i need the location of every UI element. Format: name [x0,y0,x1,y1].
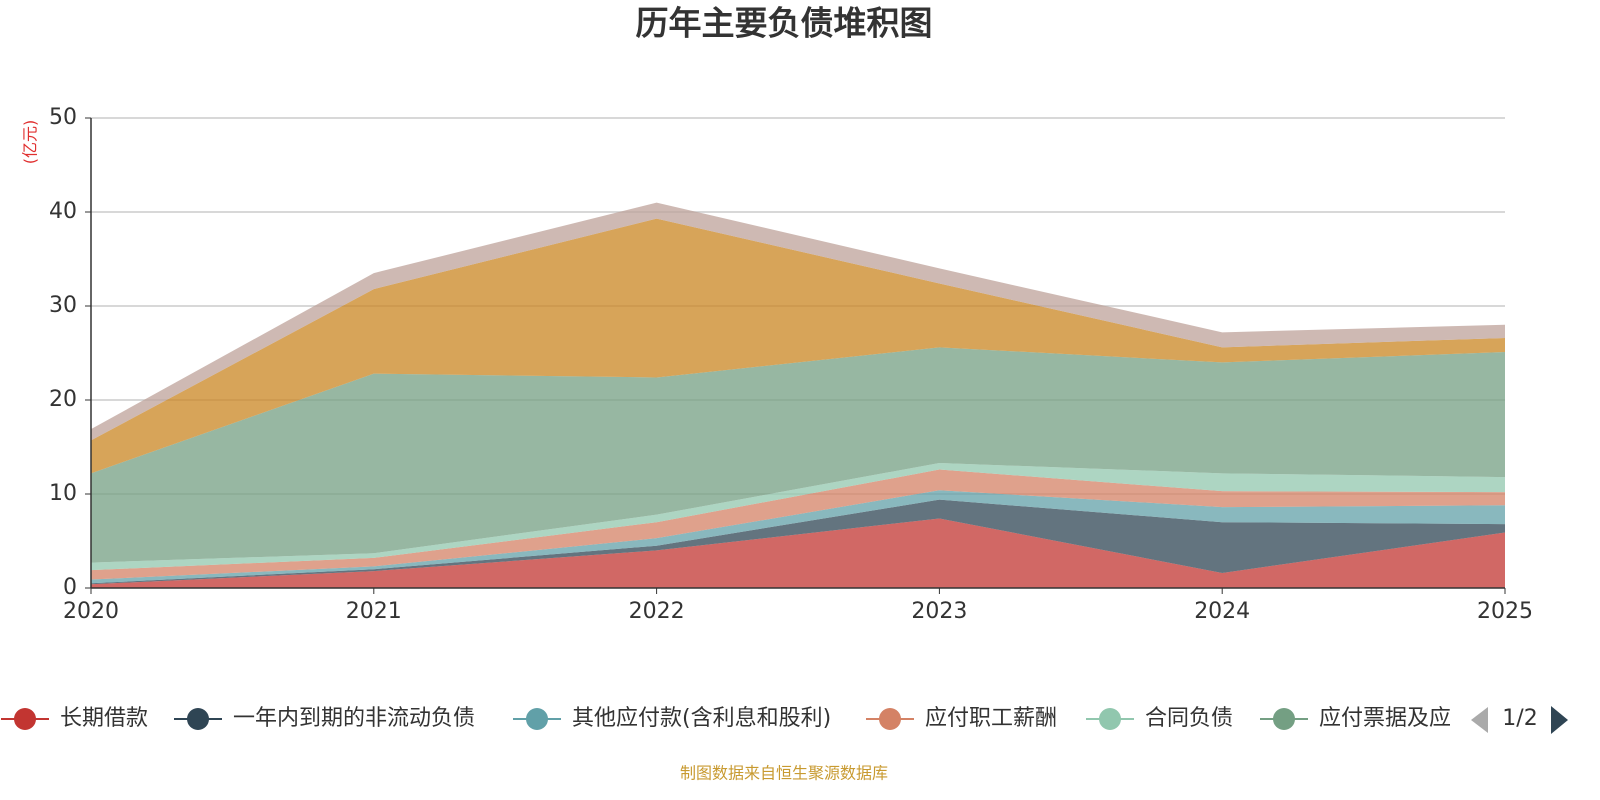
x-tick-label: 2020 [63,599,119,624]
areas [91,202,1505,588]
y-tick-label: 10 [49,481,77,506]
area [91,462,1505,571]
legend-marker [187,708,209,730]
chart-title: 历年主要负债堆积图 [636,4,933,43]
legend-marker [526,708,548,730]
area [91,499,1505,585]
legend-next[interactable] [1551,706,1568,734]
x-tick-label: 2022 [629,599,685,624]
legend-label: 其他应付款(含利息和股利) [572,706,831,731]
legend-label: 合同负债 [1145,706,1233,731]
y-tick-label: 0 [63,575,77,600]
legend-label: 长期借款 [60,706,148,731]
area [91,469,1505,580]
y-tick-label: 20 [49,387,77,412]
legend-label: 一年内到期的非流动负债 [233,706,475,731]
x-tick-label: 2025 [1477,599,1533,624]
legend-marker [1099,708,1121,730]
legend-label: 应付职工薪酬 [925,706,1057,731]
area [91,490,1505,584]
legend-marker [14,708,36,730]
legend-marker [879,708,901,730]
y-tick-label: 30 [49,293,77,318]
legend-marker [1273,708,1295,730]
x-tick-label: 2023 [911,599,967,624]
legend-prev[interactable] [1471,707,1488,733]
legend: 长期借款 一年内到期的非流动负债 其他应付款(含利息和股利) 应付职工薪酬 合同负债 应付… [1,706,1451,731]
legend-page: 1/2 [1502,706,1537,731]
area [91,218,1505,474]
legend-label: 应付票据及应 [1319,706,1451,731]
x-tick-label: 2021 [346,599,402,624]
y-axis-label: (亿元) [21,120,40,165]
x-tick-label: 2024 [1194,599,1250,624]
source-note: 制图数据来自恒生聚源数据库 [680,764,888,783]
y-tick-label: 50 [49,105,77,130]
area [91,518,1505,588]
y-tick-label: 40 [49,199,77,224]
area [91,202,1505,441]
area [91,347,1505,563]
